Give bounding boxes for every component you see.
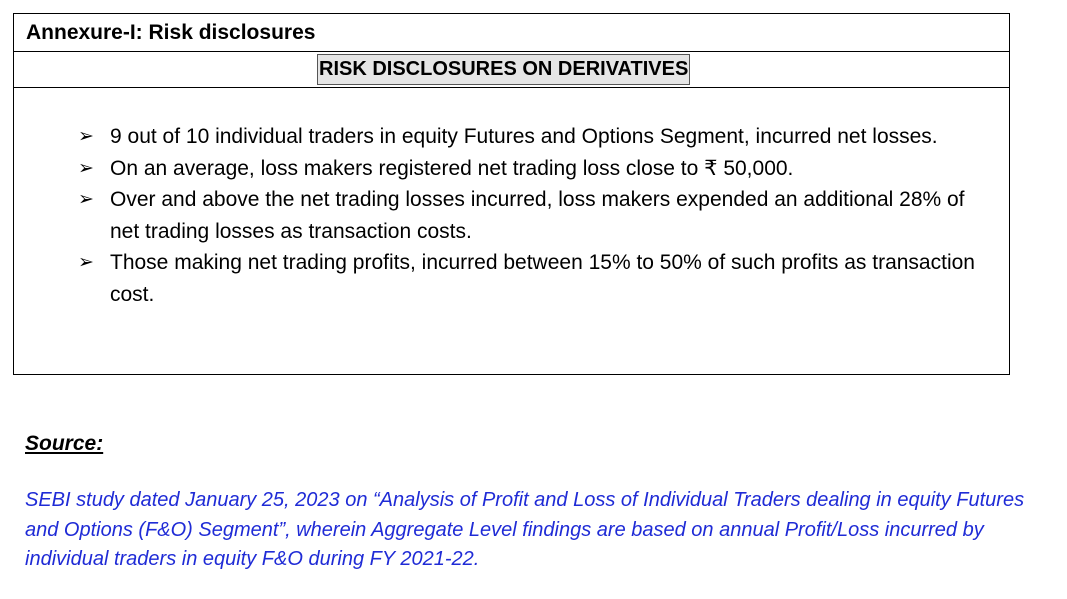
list-item: ➢ On an average, loss makers registered … bbox=[78, 153, 998, 185]
bullet-text: 9 out of 10 individual traders in equity… bbox=[110, 125, 938, 148]
table-title-row: Annexure-I: Risk disclosures bbox=[14, 14, 1009, 52]
arrowhead-bullet-icon: ➢ bbox=[78, 126, 94, 147]
risk-disclosure-table: Annexure-I: Risk disclosures RISK DISCLO… bbox=[13, 13, 1010, 375]
list-item: ➢ Over and above the net trading losses … bbox=[78, 184, 998, 247]
annexure-title: Annexure-I: Risk disclosures bbox=[26, 21, 316, 44]
risk-disclosures-heading: RISK DISCLOSURES ON DERIVATIVES bbox=[317, 54, 691, 85]
arrowhead-bullet-icon: ➢ bbox=[78, 252, 94, 273]
table-heading-row: RISK DISCLOSURES ON DERIVATIVES bbox=[14, 52, 1009, 88]
list-item: ➢ Those making net trading profits, incu… bbox=[78, 247, 998, 310]
list-item: ➢ 9 out of 10 individual traders in equi… bbox=[78, 121, 998, 153]
bullet-text: On an average, loss makers registered ne… bbox=[110, 156, 794, 180]
arrowhead-bullet-icon: ➢ bbox=[78, 157, 94, 179]
bullet-text: Over and above the net trading losses in… bbox=[110, 188, 965, 243]
table-body-row: ➢ 9 out of 10 individual traders in equi… bbox=[14, 88, 1009, 374]
risk-bullet-list: ➢ 9 out of 10 individual traders in equi… bbox=[78, 121, 998, 310]
source-label: Source: bbox=[25, 432, 104, 455]
bullet-text: Those making net trading profits, incurr… bbox=[110, 251, 975, 306]
arrowhead-bullet-icon: ➢ bbox=[78, 189, 94, 210]
source-citation: SEBI study dated January 25, 2023 on “An… bbox=[25, 489, 1025, 570]
